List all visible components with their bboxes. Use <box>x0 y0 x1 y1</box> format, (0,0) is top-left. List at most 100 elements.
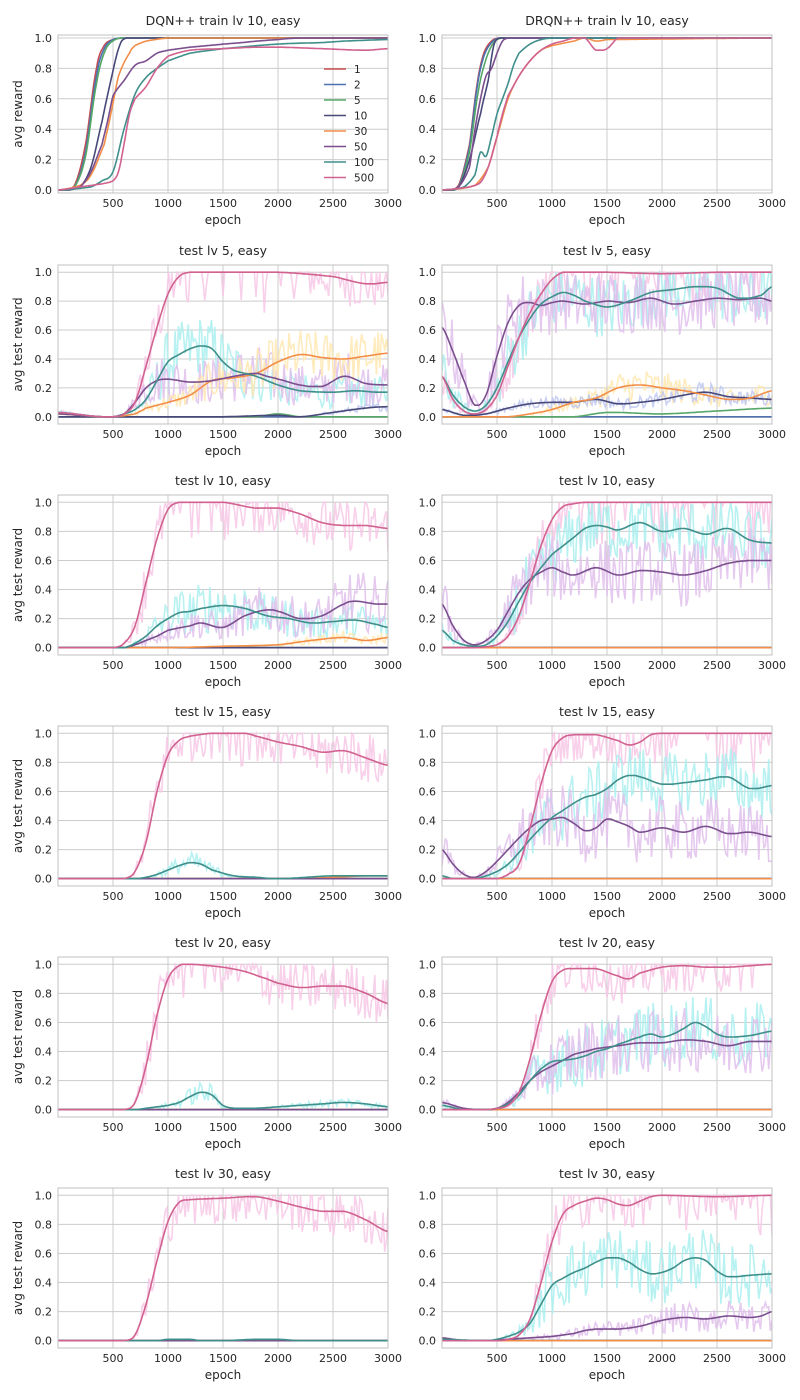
legend-label-10: 10 <box>354 111 367 123</box>
panel-9: 500 1000 1500 2000 2500 3000 0.0 0.2 0.4 0.6 0.8 1.… <box>11 935 402 1151</box>
y-tick-label: 0.4 <box>419 1277 437 1290</box>
x-tick-label: 2000 <box>648 659 676 672</box>
y-tick-label: 0.2 <box>419 154 437 167</box>
series-group <box>58 499 388 649</box>
y-tick-label: 1.0 <box>419 958 437 971</box>
x-tick-label: 1500 <box>593 659 621 672</box>
y-tick-label: 1.0 <box>35 266 53 279</box>
x-tick-label: 3000 <box>758 428 786 441</box>
y-tick-label: 0.2 <box>35 613 53 626</box>
y-tick-label: 0.2 <box>35 844 53 857</box>
y-tick-label: 0.0 <box>419 1335 437 1348</box>
x-tick-label: 500 <box>103 1121 124 1134</box>
y-tick-label: 0.8 <box>35 1218 53 1231</box>
x-axis-label: epoch <box>589 1137 626 1151</box>
y-tick-label: 0.8 <box>35 62 53 75</box>
x-tick-label: 2000 <box>264 1352 292 1365</box>
y-tick-label: 0.6 <box>35 93 53 106</box>
raw-line-100 <box>442 499 772 648</box>
y-tick-label: 0.6 <box>35 554 53 567</box>
y-tick-label: 1.0 <box>35 958 53 971</box>
legend-label-100: 100 <box>354 157 374 169</box>
chart-title: test lv 5, easy <box>179 243 268 258</box>
x-tick-label: 1500 <box>593 1352 621 1365</box>
panel-3: 500 1000 1500 2000 2500 3000 0.0 0.2 0.4 0.6 0.8 1.… <box>11 243 402 458</box>
x-tick-label: 1500 <box>209 1121 237 1134</box>
series-line-500 <box>442 963 772 1111</box>
x-tick-label: 1000 <box>154 1352 182 1365</box>
x-tick-label: 2000 <box>648 1352 676 1365</box>
y-tick-label: 0.6 <box>419 324 437 337</box>
x-tick-label: 2500 <box>703 197 731 210</box>
series-line-500 <box>58 1195 388 1342</box>
y-tick-label: 1.0 <box>35 1189 53 1202</box>
x-tick-label: 500 <box>487 1121 508 1134</box>
x-tick-label: 1000 <box>538 1352 566 1365</box>
y-tick-label: 0.4 <box>419 815 437 828</box>
panel-2: 500 1000 1500 2000 2500 3000 0.0 0.2 0.4 0.6 0.8 1.… <box>419 13 787 227</box>
x-tick-label: 1000 <box>538 1121 566 1134</box>
y-tick-label: 0.6 <box>35 324 53 337</box>
x-tick-label: 1500 <box>209 890 237 903</box>
panel-11: 500 1000 1500 2000 2500 3000 0.0 0.2 0.4 0.6 0.8 1.… <box>11 1166 402 1382</box>
x-tick-label: 3000 <box>374 659 402 672</box>
x-tick-label: 1500 <box>593 1121 621 1134</box>
y-tick-label: 0.8 <box>419 987 437 1000</box>
y-tick-label: 0.2 <box>419 844 437 857</box>
series-line-30 <box>442 384 772 418</box>
panel-8: 500 1000 1500 2000 2500 3000 0.0 0.2 0.4 0.6 0.8 1.… <box>419 704 787 920</box>
legend-label-50: 50 <box>354 142 367 154</box>
y-tick-label: 1.0 <box>419 266 437 279</box>
series-group <box>442 730 772 880</box>
series-group <box>58 961 388 1111</box>
series-group <box>442 499 772 649</box>
series-line-100 <box>442 1257 772 1342</box>
y-axis-label: avg test reward <box>11 297 25 391</box>
panel-7: 500 1000 1500 2000 2500 3000 0.0 0.2 0.4 0.6 0.8 1.… <box>11 704 402 920</box>
series-group <box>442 961 772 1111</box>
x-tick-label: 3000 <box>374 428 402 441</box>
x-tick-label: 1000 <box>154 197 182 210</box>
y-tick-label: 0.4 <box>419 584 437 597</box>
x-tick-label: 3000 <box>758 197 786 210</box>
chart-title: DQN++ train lv 10, easy <box>146 13 301 28</box>
x-tick-label: 1500 <box>209 1352 237 1365</box>
x-tick-label: 2500 <box>319 197 347 210</box>
x-tick-label: 2500 <box>703 890 731 903</box>
x-tick-label: 3000 <box>374 1352 402 1365</box>
legend: 1 2 5 10 30 50 100 500 <box>324 64 374 185</box>
y-tick-label: 0.6 <box>419 785 437 798</box>
y-axis-label: avg test reward <box>11 759 25 853</box>
panel-10: 500 1000 1500 2000 2500 3000 0.0 0.2 0.4 0.6 0.8 1.… <box>419 935 787 1151</box>
series-line-500 <box>58 732 388 880</box>
y-tick-label: 0.0 <box>35 184 53 197</box>
x-tick-label: 3000 <box>374 890 402 903</box>
legend-label-500: 500 <box>354 173 374 185</box>
x-tick-label: 3000 <box>374 1121 402 1134</box>
x-tick-label: 1000 <box>538 428 566 441</box>
x-tick-label: 500 <box>487 659 508 672</box>
series-line-500 <box>58 271 388 418</box>
panel-1: 500 1000 1500 2000 2500 30000.00.20.40.60.81.… <box>11 13 402 227</box>
y-tick-label: 0.4 <box>419 1046 437 1059</box>
series-line-100 <box>442 285 772 412</box>
x-tick-label: 2000 <box>264 428 292 441</box>
series-group <box>58 37 388 191</box>
x-tick-label: 1000 <box>154 659 182 672</box>
x-tick-label: 500 <box>487 197 508 210</box>
x-tick-label: 1500 <box>209 659 237 672</box>
x-tick-label: 2500 <box>703 428 731 441</box>
y-tick-label: 0.4 <box>419 353 437 366</box>
series-line-500 <box>58 501 388 649</box>
x-axis-label: epoch <box>589 675 626 689</box>
x-tick-label: 3000 <box>758 890 786 903</box>
x-tick-label: 500 <box>103 428 124 441</box>
y-tick-label: 0.6 <box>35 1247 53 1260</box>
x-axis-label: epoch <box>205 444 242 458</box>
legend-label-1: 1 <box>354 64 361 76</box>
y-tick-label: 1.0 <box>419 496 437 509</box>
panel-5: 500 1000 1500 2000 2500 3000 0.0 0.2 0.4 0.6 0.8 1.… <box>11 473 402 689</box>
x-tick-label: 2500 <box>319 659 347 672</box>
x-tick-label: 2000 <box>648 197 676 210</box>
